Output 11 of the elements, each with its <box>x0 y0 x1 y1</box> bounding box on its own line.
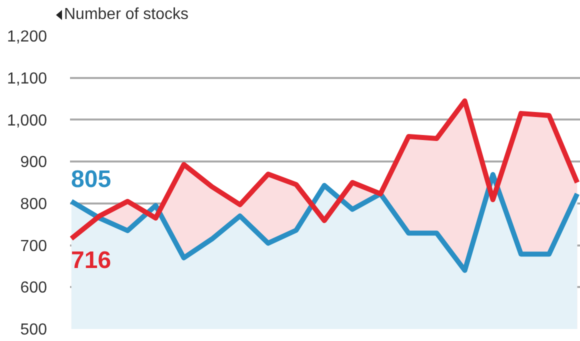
y-axis-title: Number of stocks <box>64 6 188 24</box>
y-tick-label: 600 <box>20 280 48 297</box>
y-tick-label: 1,100 <box>6 70 48 88</box>
data-label: 716 <box>71 247 112 274</box>
y-tick-label: 1,000 <box>6 112 48 130</box>
data-label: 805 <box>71 166 112 193</box>
y-tick-label: 800 <box>20 196 48 214</box>
y-tick-label: 900 <box>20 154 48 172</box>
y-tick-label: 500 <box>20 322 48 339</box>
y-tick-label: 1,200 <box>6 28 48 46</box>
y-tick-label: 700 <box>20 238 48 255</box>
